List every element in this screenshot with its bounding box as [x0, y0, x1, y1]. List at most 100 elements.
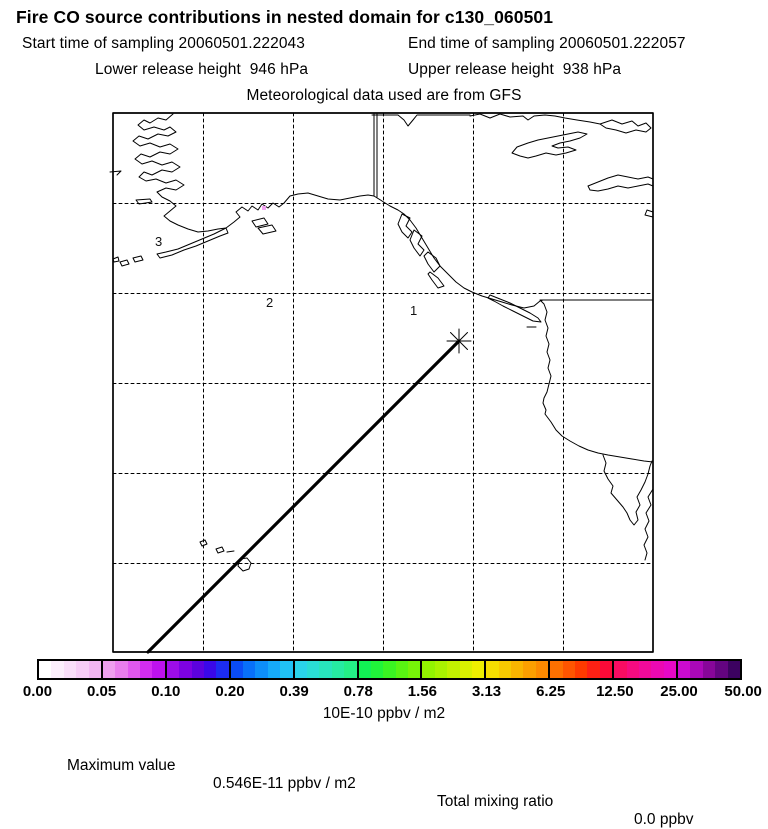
- colorbar-segment: [230, 661, 295, 678]
- colorbar-cell: [422, 661, 435, 678]
- colorbar-cell: [243, 661, 256, 678]
- mixing-ratio-value: 0.0 ppbv: [634, 811, 694, 828]
- colorbar-cell: [63, 661, 77, 678]
- map-region-label: 2: [266, 295, 273, 310]
- colorbar-segment: [486, 661, 551, 678]
- colorbar-cell: [511, 661, 524, 678]
- colorbar-cell: [76, 661, 89, 678]
- colorbar-cell: [575, 661, 588, 678]
- colorbar-segment: [614, 661, 679, 678]
- colorbar-tick: 0.39: [279, 683, 309, 700]
- colorbar-cell: [498, 661, 512, 678]
- colorbar-tick: 1.56: [407, 683, 437, 700]
- colorbar-cell: [216, 661, 229, 678]
- colorbar-cell: [115, 661, 128, 678]
- colorbar-cell: [638, 661, 652, 678]
- source-contribution-cell: [262, 206, 266, 210]
- plot-title: Fire CO source contributions in nested d…: [16, 7, 554, 27]
- colorbar-cell: [434, 661, 448, 678]
- colorbar-cell: [690, 661, 703, 678]
- colorbar-cell: [562, 661, 575, 678]
- colorbar-cell: [39, 661, 52, 678]
- colorbar-cell: [152, 661, 165, 678]
- colorbar-cell: [358, 661, 371, 678]
- sampling-start-text: Start time of sampling 20060501.222043: [22, 35, 305, 52]
- grid-lines: [112, 112, 654, 653]
- colorbar-cell: [203, 661, 217, 678]
- met-data-text: Meteorological data used are from GFS: [246, 87, 522, 104]
- colorbar-segment: [294, 661, 359, 678]
- colorbar-cell: [727, 661, 740, 678]
- colorbar-cell: [191, 661, 204, 678]
- colorbar-cell: [447, 661, 460, 678]
- colorbar: [37, 659, 742, 680]
- colorbar-segment: [102, 661, 167, 678]
- colorbar-tick: 25.00: [660, 683, 698, 700]
- colorbar-segment: [550, 661, 615, 678]
- colorbar-cell: [535, 661, 549, 678]
- colorbar-cell: [255, 661, 268, 678]
- colorbar-tick: 6.25: [536, 683, 566, 700]
- map-region-label: 3: [155, 234, 162, 249]
- colorbar-tick: 0.10: [151, 683, 181, 700]
- colorbar-tick: 0.20: [215, 683, 245, 700]
- colorbar-cell: [626, 661, 639, 678]
- colorbar-segment: [358, 661, 423, 678]
- colorbar-cell: [459, 661, 472, 678]
- colorbar-cell: [523, 661, 536, 678]
- plot-page: { "header": { "title": "Fire CO source c…: [0, 7, 768, 828]
- border-lines: [373, 113, 654, 328]
- footer-stats: Maximum value 0.546E-11 ppbv / m2 Total …: [0, 739, 768, 828]
- colorbar-tick: 0.78: [343, 683, 373, 700]
- colorbar-cell: [678, 661, 691, 678]
- colorbar-cell: [486, 661, 499, 678]
- colorbar-cell: [344, 661, 357, 678]
- colorbar-cell: [319, 661, 332, 678]
- colorbar-cell: [651, 661, 664, 678]
- colorbar-cell: [102, 661, 116, 678]
- colorbar-segment: [39, 661, 103, 678]
- colorbar-cell: [51, 661, 64, 678]
- colorbar-cell: [395, 661, 409, 678]
- colorbar-cell: [715, 661, 728, 678]
- colorbar-tick: 0.05: [87, 683, 117, 700]
- colorbar-cell: [471, 661, 485, 678]
- upper-release-text: Upper release height 938 hPa: [408, 61, 622, 78]
- map-canvas: 1 2 3: [109, 112, 654, 654]
- colorbar-tick: 12.50: [596, 683, 634, 700]
- colorbar-segment: [678, 661, 740, 678]
- colorbar-cell: [587, 661, 600, 678]
- colorbar-tick: 0.00: [22, 683, 53, 700]
- colorbar-cell: [140, 661, 153, 678]
- map-frame: [112, 112, 654, 653]
- colorbar-tick-labels: 0.00 0.05 0.10 0.20 0.39 0.78 1.56 3.13 6.25 12.5…: [0, 683, 768, 701]
- colorbar-cell: [127, 661, 141, 678]
- colorbar-cell: [166, 661, 180, 678]
- colorbar-units-label: 10E-10 ppbv / m2: [322, 705, 446, 722]
- colorbar-cell: [267, 661, 281, 678]
- max-value-number: 0.546E-11 ppbv / m2: [213, 775, 356, 792]
- data-overlay: 1 2 3: [146, 206, 472, 654]
- colorbar-cell: [408, 661, 421, 678]
- colorbar-cell: [307, 661, 320, 678]
- sampling-end-text: End time of sampling 20060501.222057: [408, 35, 686, 52]
- colorbar-cell: [702, 661, 716, 678]
- receptor-asterisk-icon: [450, 332, 468, 350]
- colorbar-tick: 50.00: [724, 683, 762, 700]
- mixing-ratio-label: Total mixing ratio: [437, 793, 554, 810]
- lower-release-text: Lower release height 946 hPa: [95, 61, 309, 78]
- trajectory-line: [146, 339, 461, 654]
- colorbar-cell: [614, 661, 627, 678]
- colorbar-cell: [599, 661, 613, 678]
- colorbar-cell: [280, 661, 293, 678]
- colorbar-cell: [663, 661, 677, 678]
- colorbar-cell: [179, 661, 192, 678]
- coastline-paths: [109, 113, 654, 572]
- colorbar-cell: [331, 661, 345, 678]
- colorbar-cell: [550, 661, 563, 678]
- colorbar-segment: [166, 661, 231, 678]
- colorbar-cell: [294, 661, 307, 678]
- colorbar-cell: [88, 661, 101, 678]
- colorbar-cell: [383, 661, 396, 678]
- colorbar-cell: [230, 661, 244, 678]
